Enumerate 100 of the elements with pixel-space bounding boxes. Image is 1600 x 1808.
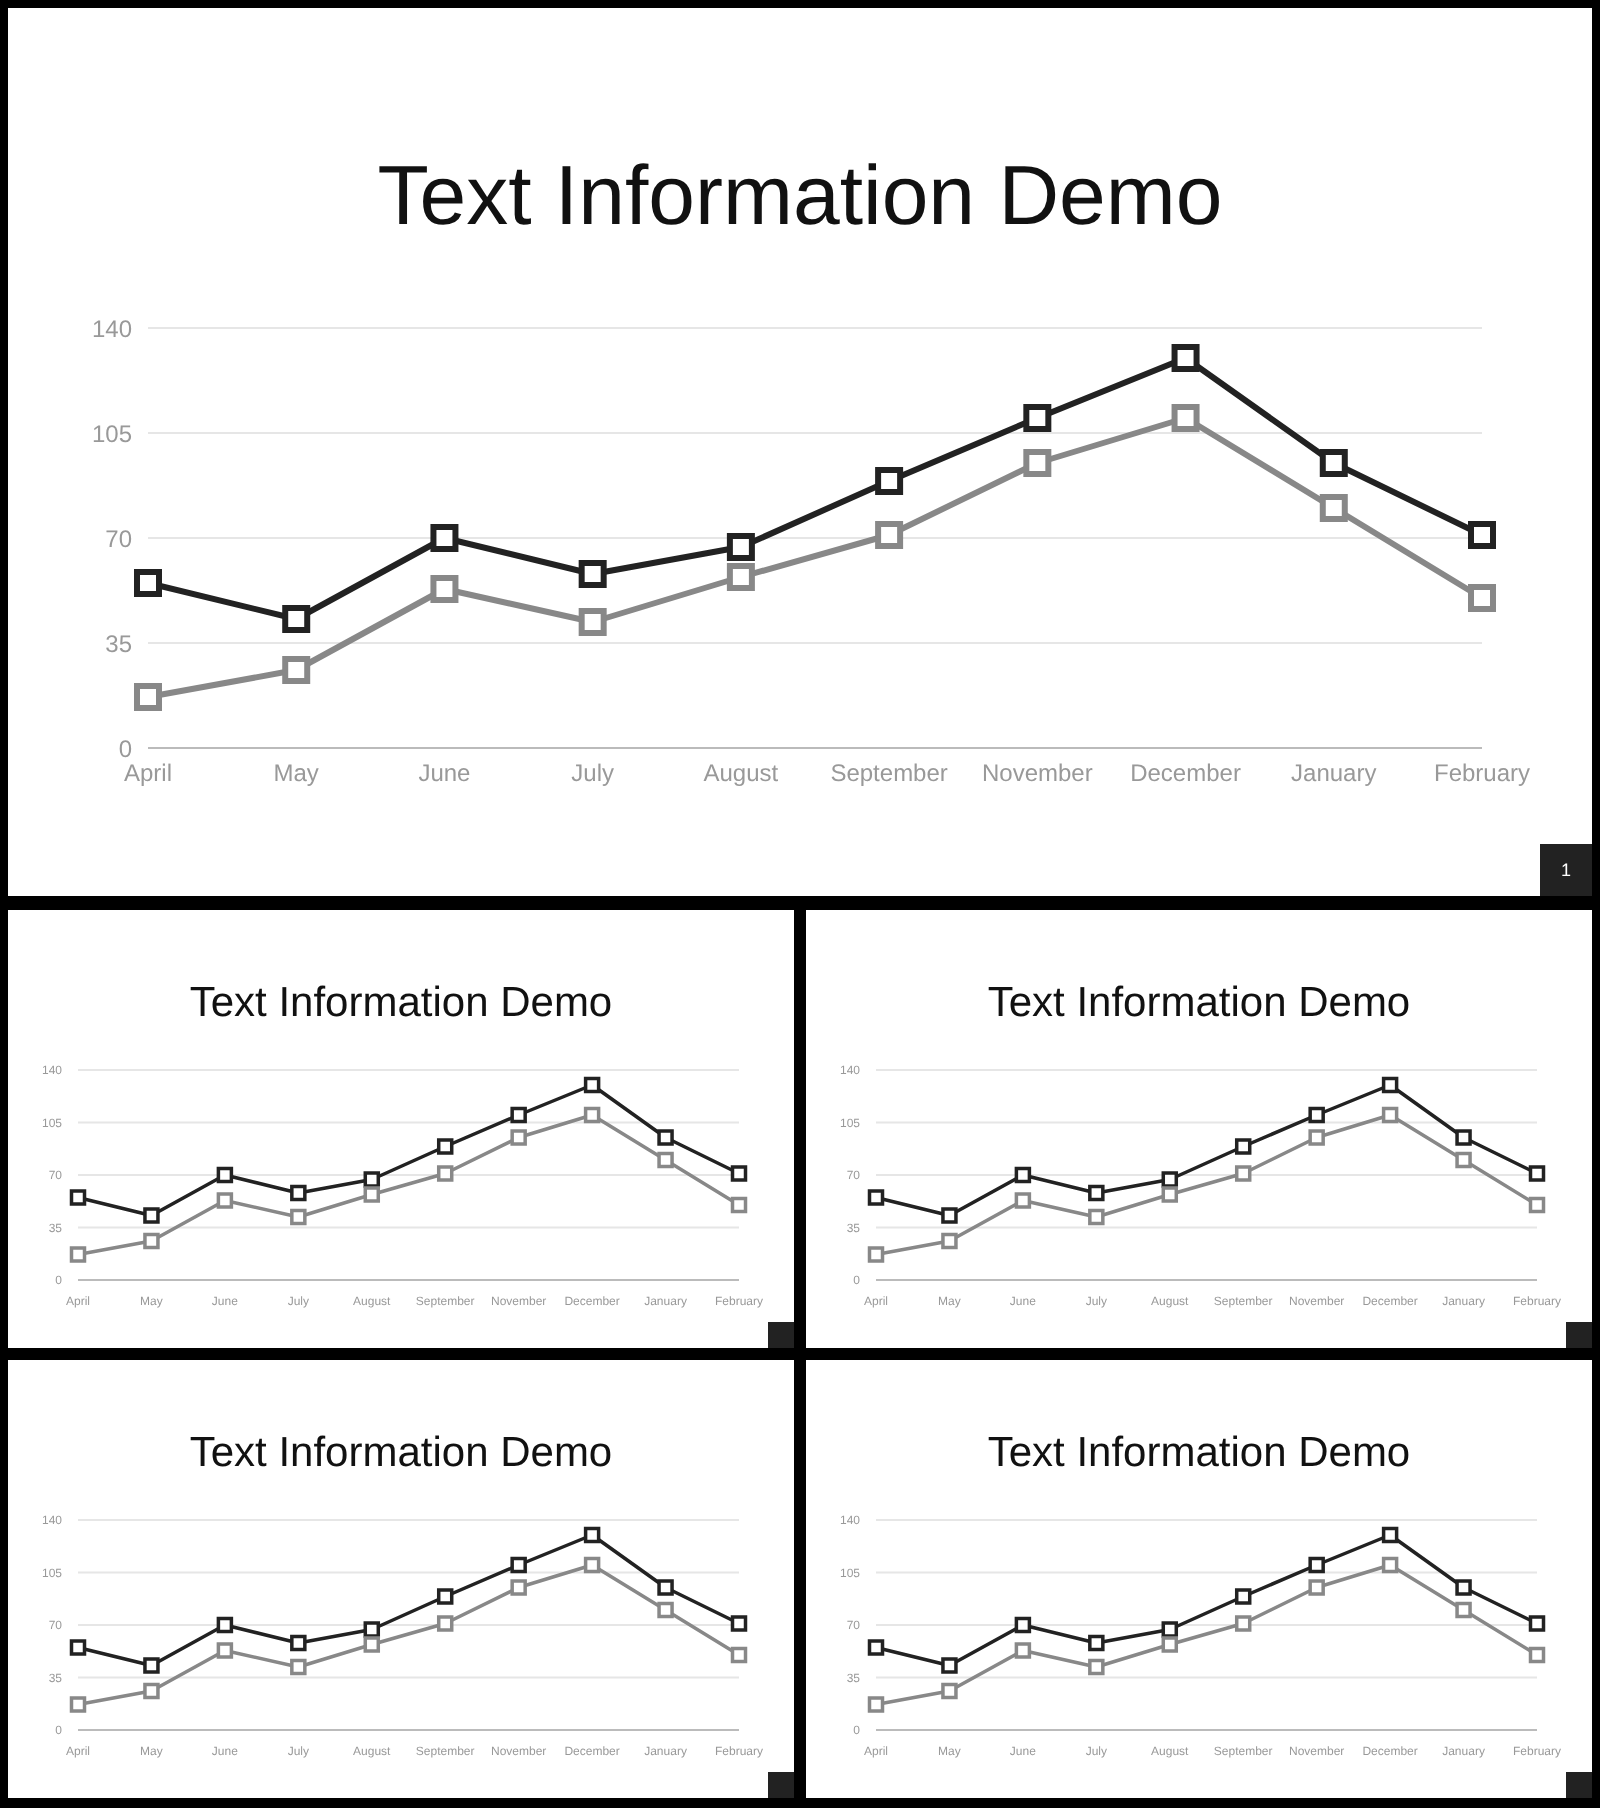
point (1381, 1106, 1399, 1124)
point (726, 563, 755, 591)
point (657, 1151, 674, 1169)
point (1023, 449, 1052, 477)
point (143, 1657, 160, 1674)
point (436, 1165, 454, 1182)
point (216, 1642, 234, 1659)
page-tab: 1 (1540, 844, 1592, 896)
point (430, 575, 459, 603)
y-tick-label: 105 (91, 419, 133, 448)
point (941, 1232, 958, 1250)
point (867, 1639, 885, 1656)
point (1088, 1634, 1105, 1652)
point (1455, 1601, 1472, 1619)
point (578, 560, 607, 588)
y-tick-label: 70 (105, 524, 133, 553)
point (290, 1634, 307, 1652)
x-tick-label: July (571, 759, 615, 788)
point (1014, 1166, 1032, 1184)
point (430, 524, 459, 552)
point (1455, 1151, 1472, 1169)
point (726, 533, 755, 561)
point (730, 1646, 748, 1664)
point (867, 1696, 885, 1713)
point (290, 1208, 307, 1226)
point (143, 1232, 160, 1250)
point (510, 1129, 527, 1146)
point (282, 656, 311, 684)
point (1468, 584, 1496, 612)
point (290, 1658, 307, 1676)
point (216, 1616, 234, 1634)
point (1234, 1165, 1252, 1182)
x-tick-label: September (830, 759, 948, 788)
chart-title: Text Information Demo (187, 980, 615, 1028)
point (1014, 1642, 1032, 1659)
point (583, 1106, 601, 1124)
chart-title: Text Information Demo (375, 148, 1225, 244)
point (1088, 1208, 1105, 1226)
point (1381, 1526, 1399, 1544)
point (1381, 1556, 1399, 1574)
point (216, 1166, 234, 1184)
point (867, 1246, 885, 1263)
point (1455, 1129, 1472, 1146)
point (282, 605, 311, 633)
point (1319, 494, 1348, 522)
point (1468, 521, 1496, 549)
point (941, 1207, 958, 1224)
point (657, 1129, 674, 1146)
point (1014, 1616, 1032, 1634)
point (1308, 1129, 1325, 1146)
point (867, 1189, 885, 1206)
point (1161, 1621, 1179, 1638)
point (510, 1106, 527, 1124)
x-tick-label: January (1291, 759, 1377, 788)
point (1455, 1579, 1472, 1596)
chart-title: Text Information Demo (985, 1430, 1413, 1478)
point (1308, 1556, 1325, 1574)
y-tick-label: 0 (118, 734, 133, 763)
point (875, 467, 904, 495)
point (875, 521, 904, 549)
point (1308, 1106, 1325, 1124)
point (69, 1246, 87, 1263)
point (583, 1556, 601, 1574)
point (657, 1579, 674, 1596)
point (583, 1076, 601, 1094)
point (941, 1682, 958, 1700)
point (1171, 344, 1200, 372)
chart-title: Text Information Demo (985, 980, 1413, 1028)
point (1014, 1192, 1032, 1209)
point (436, 1588, 454, 1605)
x-tick-label: June (418, 759, 472, 788)
y-tick-label: 140 (91, 314, 133, 343)
point (1528, 1615, 1546, 1632)
point (134, 569, 162, 597)
point (436, 1615, 454, 1632)
chart-title: Text Information Demo (187, 1430, 615, 1478)
point (1171, 404, 1200, 432)
point (657, 1601, 674, 1619)
point (363, 1621, 381, 1638)
point (363, 1636, 381, 1653)
point (363, 1171, 381, 1188)
x-tick-label: November (981, 759, 1093, 788)
point (730, 1165, 748, 1182)
point (143, 1682, 160, 1700)
point (143, 1207, 160, 1224)
point (1528, 1165, 1546, 1182)
point (941, 1657, 958, 1674)
point (69, 1639, 87, 1656)
point (1234, 1588, 1252, 1605)
point (578, 608, 607, 636)
point (69, 1189, 87, 1206)
point (1234, 1615, 1252, 1632)
point (1308, 1579, 1325, 1596)
point (730, 1196, 748, 1214)
point (1319, 449, 1348, 477)
x-tick-label: May (273, 759, 319, 788)
point (510, 1556, 527, 1574)
point (1528, 1646, 1546, 1664)
point (1023, 404, 1052, 432)
point (510, 1579, 527, 1596)
